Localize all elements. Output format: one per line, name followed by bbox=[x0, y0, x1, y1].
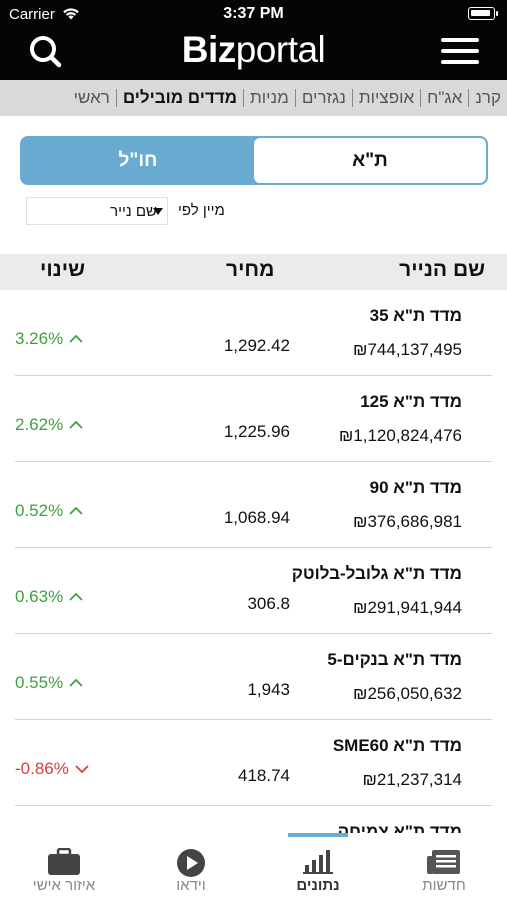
index-volume: ₪21,237,314 bbox=[362, 770, 462, 789]
index-price: 1,225.96 bbox=[223, 422, 290, 441]
tab-news[interactable]: חדשות bbox=[394, 833, 494, 900]
index-volume: ₪376,686,981 bbox=[353, 512, 462, 531]
bar-chart-icon bbox=[303, 850, 333, 874]
tab-personal-label: איזור אישי bbox=[32, 877, 96, 894]
table-row[interactable]: מדד ת"א 125 ₪1,120,824,476 1,225.96 2.62% bbox=[0, 376, 507, 462]
category-item[interactable]: קרנ bbox=[475, 88, 501, 107]
index-price: 418.74 bbox=[238, 766, 290, 785]
logo-bold: Biz bbox=[181, 29, 237, 70]
change-value: 3.26% bbox=[15, 329, 64, 348]
status-time: 3:37 PM bbox=[223, 5, 284, 22]
category-separator bbox=[242, 89, 244, 107]
logo-regular: portal bbox=[235, 29, 326, 70]
index-volume: ₪744,137,495 bbox=[353, 340, 462, 359]
category-separator bbox=[294, 89, 296, 107]
category-separator bbox=[468, 89, 470, 107]
battery-icon bbox=[468, 7, 498, 20]
table-row[interactable]: מדד ת"א גלובל-בלוטק ₪291,941,944 306.8 0.63… bbox=[0, 548, 507, 634]
chevron-up-icon bbox=[69, 334, 83, 343]
active-tab-indicator bbox=[288, 833, 348, 837]
index-name: מדד ת"א SME60 bbox=[332, 736, 462, 755]
index-name: מדד ת"א גלובל-בלוטק bbox=[291, 564, 462, 583]
index-change: 0.52% bbox=[15, 501, 83, 521]
index-price: 1,068.94 bbox=[223, 508, 290, 527]
chevron-up-icon bbox=[69, 420, 83, 429]
index-list: מדד ת"א 35 ₪744,137,495 1,292.42 3.26% מדד ת… bbox=[0, 290, 507, 892]
index-change: 2.62% bbox=[15, 415, 83, 435]
category-separator bbox=[420, 89, 422, 107]
change-value: 0.52% bbox=[15, 501, 64, 520]
menu-line bbox=[441, 38, 479, 42]
category-item[interactable]: מניות bbox=[249, 88, 289, 107]
index-change: 0.63% bbox=[15, 587, 83, 607]
chevron-up-icon bbox=[69, 506, 83, 515]
sort-label: מיין לפי bbox=[178, 202, 225, 219]
index-volume: ₪291,941,944 bbox=[353, 598, 462, 617]
briefcase-icon bbox=[48, 848, 80, 875]
tab-personal[interactable]: איזור אישי bbox=[14, 833, 114, 900]
app-header: Carrier 3:37 PM Bizportal bbox=[0, 0, 507, 80]
change-value: 0.55% bbox=[15, 673, 64, 692]
sort-select-value: שם נייר bbox=[110, 202, 157, 220]
newspaper-icon bbox=[427, 850, 460, 874]
category-item[interactable]: נגזרים bbox=[301, 88, 346, 107]
tab-data[interactable]: נתונים bbox=[268, 833, 368, 900]
segment-tel-aviv[interactable]: ת"א bbox=[254, 138, 486, 183]
tab-data-label: נתונים bbox=[296, 877, 340, 894]
column-header-name[interactable]: שם הנייר bbox=[399, 258, 485, 281]
index-price: 1,292.42 bbox=[223, 336, 290, 355]
category-nav[interactable]: ראשי מדדים מובילים מניות נגזרים אופציות אג"ח ק… bbox=[0, 80, 507, 116]
index-name: מדד ת"א 90 bbox=[369, 478, 462, 497]
table-row[interactable]: מדד ת"א 90 ₪376,686,981 1,068.94 0.52% bbox=[0, 462, 507, 548]
bottom-tab-bar: חדשות נתונים וידאו איזור אישי bbox=[0, 833, 507, 900]
column-header-price[interactable]: מחיר bbox=[226, 258, 275, 281]
tab-video-label: וידאו bbox=[176, 877, 206, 894]
category-separator bbox=[351, 89, 353, 107]
category-separator bbox=[115, 89, 117, 107]
table-row[interactable]: מדד ת"א 35 ₪744,137,495 1,292.42 3.26% bbox=[0, 290, 507, 376]
menu-line bbox=[441, 60, 479, 64]
change-value: 0.63% bbox=[15, 587, 64, 606]
hamburger-menu-button[interactable] bbox=[441, 38, 479, 66]
carrier-label: Carrier bbox=[9, 6, 55, 23]
index-volume: ₪256,050,632 bbox=[353, 684, 462, 703]
index-price: 1,943 bbox=[247, 680, 290, 699]
sort-select[interactable]: שם נייר bbox=[26, 197, 168, 225]
index-name: מדד ת"א 35 bbox=[369, 306, 462, 325]
index-name: מדד ת"א 125 bbox=[360, 392, 462, 411]
search-icon bbox=[30, 36, 62, 68]
table-row[interactable]: מדד ת"א בנקים-5 ₪256,050,632 1,943 0.55% bbox=[0, 634, 507, 720]
play-icon bbox=[177, 849, 205, 877]
segment-foreign[interactable]: חו"ל bbox=[22, 138, 254, 183]
caret-down-icon bbox=[153, 208, 163, 215]
column-header-change[interactable]: שינוי bbox=[40, 258, 85, 281]
chevron-down-icon bbox=[75, 765, 89, 774]
tab-news-label: חדשות bbox=[422, 877, 466, 894]
search-button[interactable] bbox=[26, 34, 66, 70]
index-change: -0.86% bbox=[15, 759, 89, 779]
status-bar: Carrier 3:37 PM bbox=[0, 0, 507, 28]
change-value: 2.62% bbox=[15, 415, 64, 434]
menu-line bbox=[441, 49, 479, 53]
index-change: 3.26% bbox=[15, 329, 83, 349]
category-item[interactable]: מדדים מובילים bbox=[122, 88, 237, 107]
tab-video[interactable]: וידאו bbox=[141, 833, 241, 900]
category-item[interactable]: אופציות bbox=[358, 88, 415, 107]
index-price: 306.8 bbox=[247, 594, 290, 613]
table-header: שם הנייר מחיר שינוי bbox=[0, 254, 507, 290]
index-volume: ₪1,120,824,476 bbox=[338, 426, 462, 445]
category-item[interactable]: ראשי bbox=[73, 88, 110, 107]
change-value: -0.86% bbox=[15, 759, 69, 778]
bizportal-logo[interactable]: Bizportal bbox=[0, 29, 507, 71]
index-change: 0.55% bbox=[15, 673, 83, 693]
market-segment-control[interactable]: חו"ל ת"א bbox=[20, 136, 488, 185]
category-item[interactable]: אג"ח bbox=[427, 88, 463, 107]
chevron-up-icon bbox=[69, 678, 83, 687]
chevron-up-icon bbox=[69, 592, 83, 601]
index-name: מדד ת"א בנקים-5 bbox=[327, 650, 462, 669]
table-row[interactable]: מדד ת"א SME60 ₪21,237,314 418.74 -0.86% bbox=[0, 720, 507, 806]
wifi-icon bbox=[62, 7, 80, 25]
